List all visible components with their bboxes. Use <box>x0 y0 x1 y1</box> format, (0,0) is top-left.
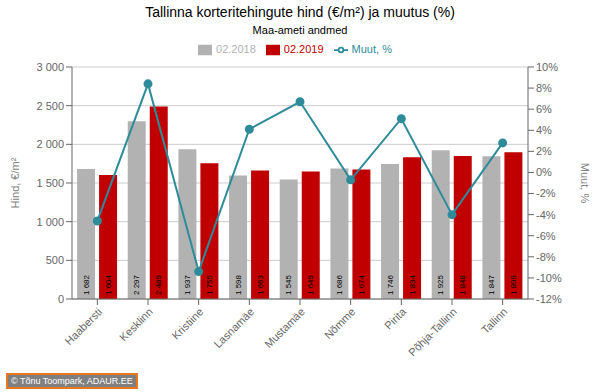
html-text:Maa-ameti andmed: Maa-ameti andmed <box>252 24 348 36</box>
html-text:© Tõnu Toompark, ADAUR.EE: © Tõnu Toompark, ADAUR.EE <box>11 376 133 386</box>
svg-text:1 604: 1 604 <box>104 274 113 295</box>
svg-text:1 848: 1 848 <box>458 274 467 295</box>
svg-text:10%: 10% <box>536 61 558 73</box>
svg-text:-6%: -6% <box>536 230 556 242</box>
svg-text:2%: 2% <box>536 145 552 157</box>
svg-text:-12%: -12% <box>536 293 562 305</box>
svg-text:1 649: 1 649 <box>306 274 315 295</box>
svg-text:1 925: 1 925 <box>436 274 445 295</box>
svg-text:Mustamäe: Mustamäe <box>262 305 307 350</box>
svg-text:1 847: 1 847 <box>487 274 496 295</box>
svg-text:Pirita: Pirita <box>382 305 409 332</box>
html-text:02.2018: 02.2018 <box>216 43 256 55</box>
svg-text:1 598: 1 598 <box>234 274 243 295</box>
svg-text:-8%: -8% <box>536 251 556 263</box>
svg-text:2 297: 2 297 <box>132 274 141 295</box>
svg-text:1 674: 1 674 <box>357 274 366 295</box>
svg-text:3 000: 3 000 <box>36 61 64 73</box>
svg-text:4%: 4% <box>536 124 552 136</box>
svg-text:Lasnamäe: Lasnamäe <box>211 305 256 350</box>
svg-text:8%: 8% <box>536 82 552 94</box>
svg-text:-10%: -10% <box>536 272 562 284</box>
svg-text:2 500: 2 500 <box>36 100 64 112</box>
svg-text:-2%: -2% <box>536 187 556 199</box>
html-text:02.2019: 02.2019 <box>283 43 324 55</box>
svg-text:1 682: 1 682 <box>82 274 91 295</box>
svg-text:0: 0 <box>58 293 64 305</box>
svg-text:1 755: 1 755 <box>205 274 214 295</box>
svg-text:6%: 6% <box>536 103 552 115</box>
svg-text:1 545: 1 545 <box>284 274 293 295</box>
svg-text:Kristiine: Kristiine <box>169 305 205 341</box>
svg-text:500: 500 <box>46 254 64 266</box>
svg-text:-4%: -4% <box>536 209 556 221</box>
svg-text:1 000: 1 000 <box>36 216 64 228</box>
svg-text:0%: 0% <box>536 166 552 178</box>
svg-text:1 834: 1 834 <box>408 274 417 295</box>
html-text:Muut, %: Muut, % <box>351 43 392 55</box>
svg-text:1 746: 1 746 <box>386 274 395 295</box>
svg-text:1 899: 1 899 <box>509 274 518 295</box>
svg-text:1 937: 1 937 <box>183 274 192 295</box>
svg-text:1 663: 1 663 <box>256 274 265 295</box>
svg-text:Haabersti: Haabersti <box>62 305 104 347</box>
svg-text:1 500: 1 500 <box>36 177 64 189</box>
svg-text:Nõmme: Nõmme <box>322 305 358 341</box>
svg-text:Põhja-Tallinn: Põhja-Tallinn <box>406 305 459 358</box>
html-text:Tallinna korteritehingute hind: Tallinna korteritehingute hind (€/m²) ja… <box>145 4 455 20</box>
svg-text:2 000: 2 000 <box>36 138 64 150</box>
svg-text:2 489: 2 489 <box>154 274 163 295</box>
svg-text:Muut, %: Muut, % <box>579 163 591 204</box>
svg-text:Hind, €/m²: Hind, €/m² <box>9 157 21 208</box>
svg-text:Tallinn: Tallinn <box>479 305 510 336</box>
svg-text:Kesklinn: Kesklinn <box>117 305 155 343</box>
svg-text:1 686: 1 686 <box>335 274 344 295</box>
